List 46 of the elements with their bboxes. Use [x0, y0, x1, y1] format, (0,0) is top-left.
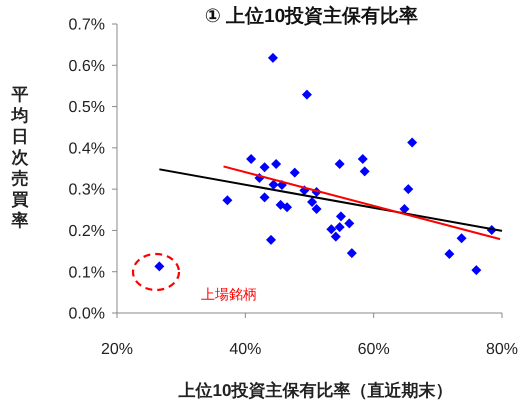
point [346, 248, 357, 258]
y-tick-label: 0.1% [68, 264, 105, 282]
point [326, 224, 336, 234]
point [302, 90, 312, 100]
point [334, 222, 345, 232]
point [399, 204, 410, 214]
point [358, 154, 368, 164]
y-axis-title: 平均日次売買率 [10, 85, 30, 230]
y-tick-label: 0.0% [68, 306, 105, 323]
point [334, 158, 345, 169]
x-tick-label: 60% [358, 341, 390, 358]
point [271, 158, 282, 169]
point [403, 184, 414, 194]
x-tick-label: 20% [100, 341, 134, 358]
point [246, 154, 256, 164]
y-tick-label: 0.6% [68, 58, 105, 75]
point [266, 234, 276, 245]
point [154, 261, 164, 272]
point [282, 202, 292, 212]
point [276, 200, 286, 210]
y-tick-label: 0.4% [68, 140, 105, 158]
point [360, 166, 370, 176]
point [307, 196, 318, 207]
chart-title: ① 上位10投資主保有比率 [204, 5, 418, 27]
point [268, 180, 279, 190]
point [330, 232, 341, 242]
point [407, 137, 418, 148]
point [344, 218, 354, 228]
point [290, 168, 300, 178]
y-tick-label: 0.5% [68, 99, 105, 116]
x-tick-label: 40% [229, 341, 262, 358]
y-tick-label: 0.3% [68, 182, 105, 199]
x-tick-label: 80% [486, 341, 518, 358]
point [312, 204, 322, 214]
x-axis-title: 上位10投資主保有比率（直近期末） [178, 381, 452, 400]
point [444, 248, 454, 259]
point [222, 195, 232, 206]
point [456, 233, 467, 244]
annotation: 上場銘柄 [201, 286, 257, 302]
y-tick-label: 0.2% [68, 223, 105, 240]
point [268, 52, 278, 63]
point [260, 192, 270, 202]
point [260, 162, 270, 172]
y-tick-label: 0.7% [68, 16, 105, 34]
point [471, 265, 482, 276]
point [336, 211, 346, 222]
